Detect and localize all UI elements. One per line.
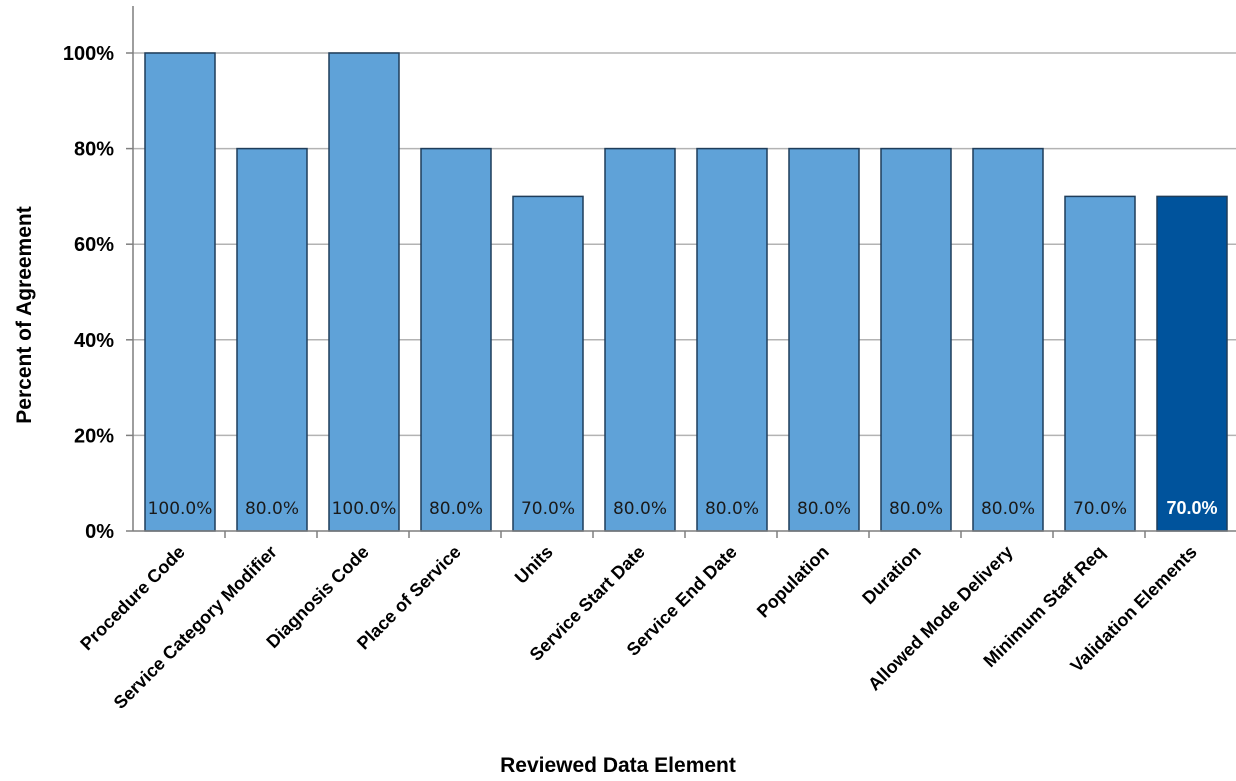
data-label: 80.0% (245, 499, 299, 519)
bar (696, 147, 768, 532)
y-tick-label: 80% (74, 139, 114, 161)
bar (328, 52, 400, 532)
bars (144, 52, 1228, 532)
y-tick-label: 60% (74, 234, 114, 256)
x-tick-label: Units (511, 542, 557, 588)
bar (880, 147, 952, 532)
x-tick-label: Population (753, 542, 833, 622)
bar (788, 147, 860, 532)
y-tick-label: 40% (74, 330, 114, 352)
data-label: 70.0% (521, 499, 575, 519)
bar (1064, 195, 1136, 532)
data-label: 80.0% (797, 499, 851, 519)
data-label: 80.0% (889, 499, 943, 519)
axes (126, 6, 1236, 538)
bar (512, 195, 584, 532)
x-tick-label: Service Category Modifier (110, 542, 281, 713)
bar (1156, 195, 1228, 532)
y-tick-label: 0% (85, 521, 114, 543)
x-axis-title: Reviewed Data Element (500, 754, 736, 777)
data-label: 100.0% (148, 499, 213, 519)
data-label: 80.0% (705, 499, 759, 519)
bar (236, 147, 308, 532)
data-label: 80.0% (613, 499, 667, 519)
data-label: 70.0% (1073, 499, 1127, 519)
bar (144, 52, 216, 532)
data-label: 100.0% (332, 499, 397, 519)
gridlines (133, 52, 1236, 437)
bar (604, 147, 676, 532)
bar (420, 147, 492, 532)
y-tick-label: 20% (74, 425, 114, 447)
y-tick-label: 100% (63, 43, 114, 65)
data-label: 80.0% (429, 499, 483, 519)
y-axis-title: Percent of Agreement (13, 206, 36, 423)
data-labels: 100.0% 80.0% 100.0% 80.0% 70.0% 80.0% 80.0% 80.… (148, 498, 1218, 519)
y-tick-labels: 0% 20% 40% 60% 80% 100% (63, 43, 114, 543)
bar (972, 147, 1044, 532)
data-label: 70.0% (1166, 498, 1217, 518)
x-tick-label: Duration (858, 542, 924, 608)
data-label: 80.0% (981, 499, 1035, 519)
